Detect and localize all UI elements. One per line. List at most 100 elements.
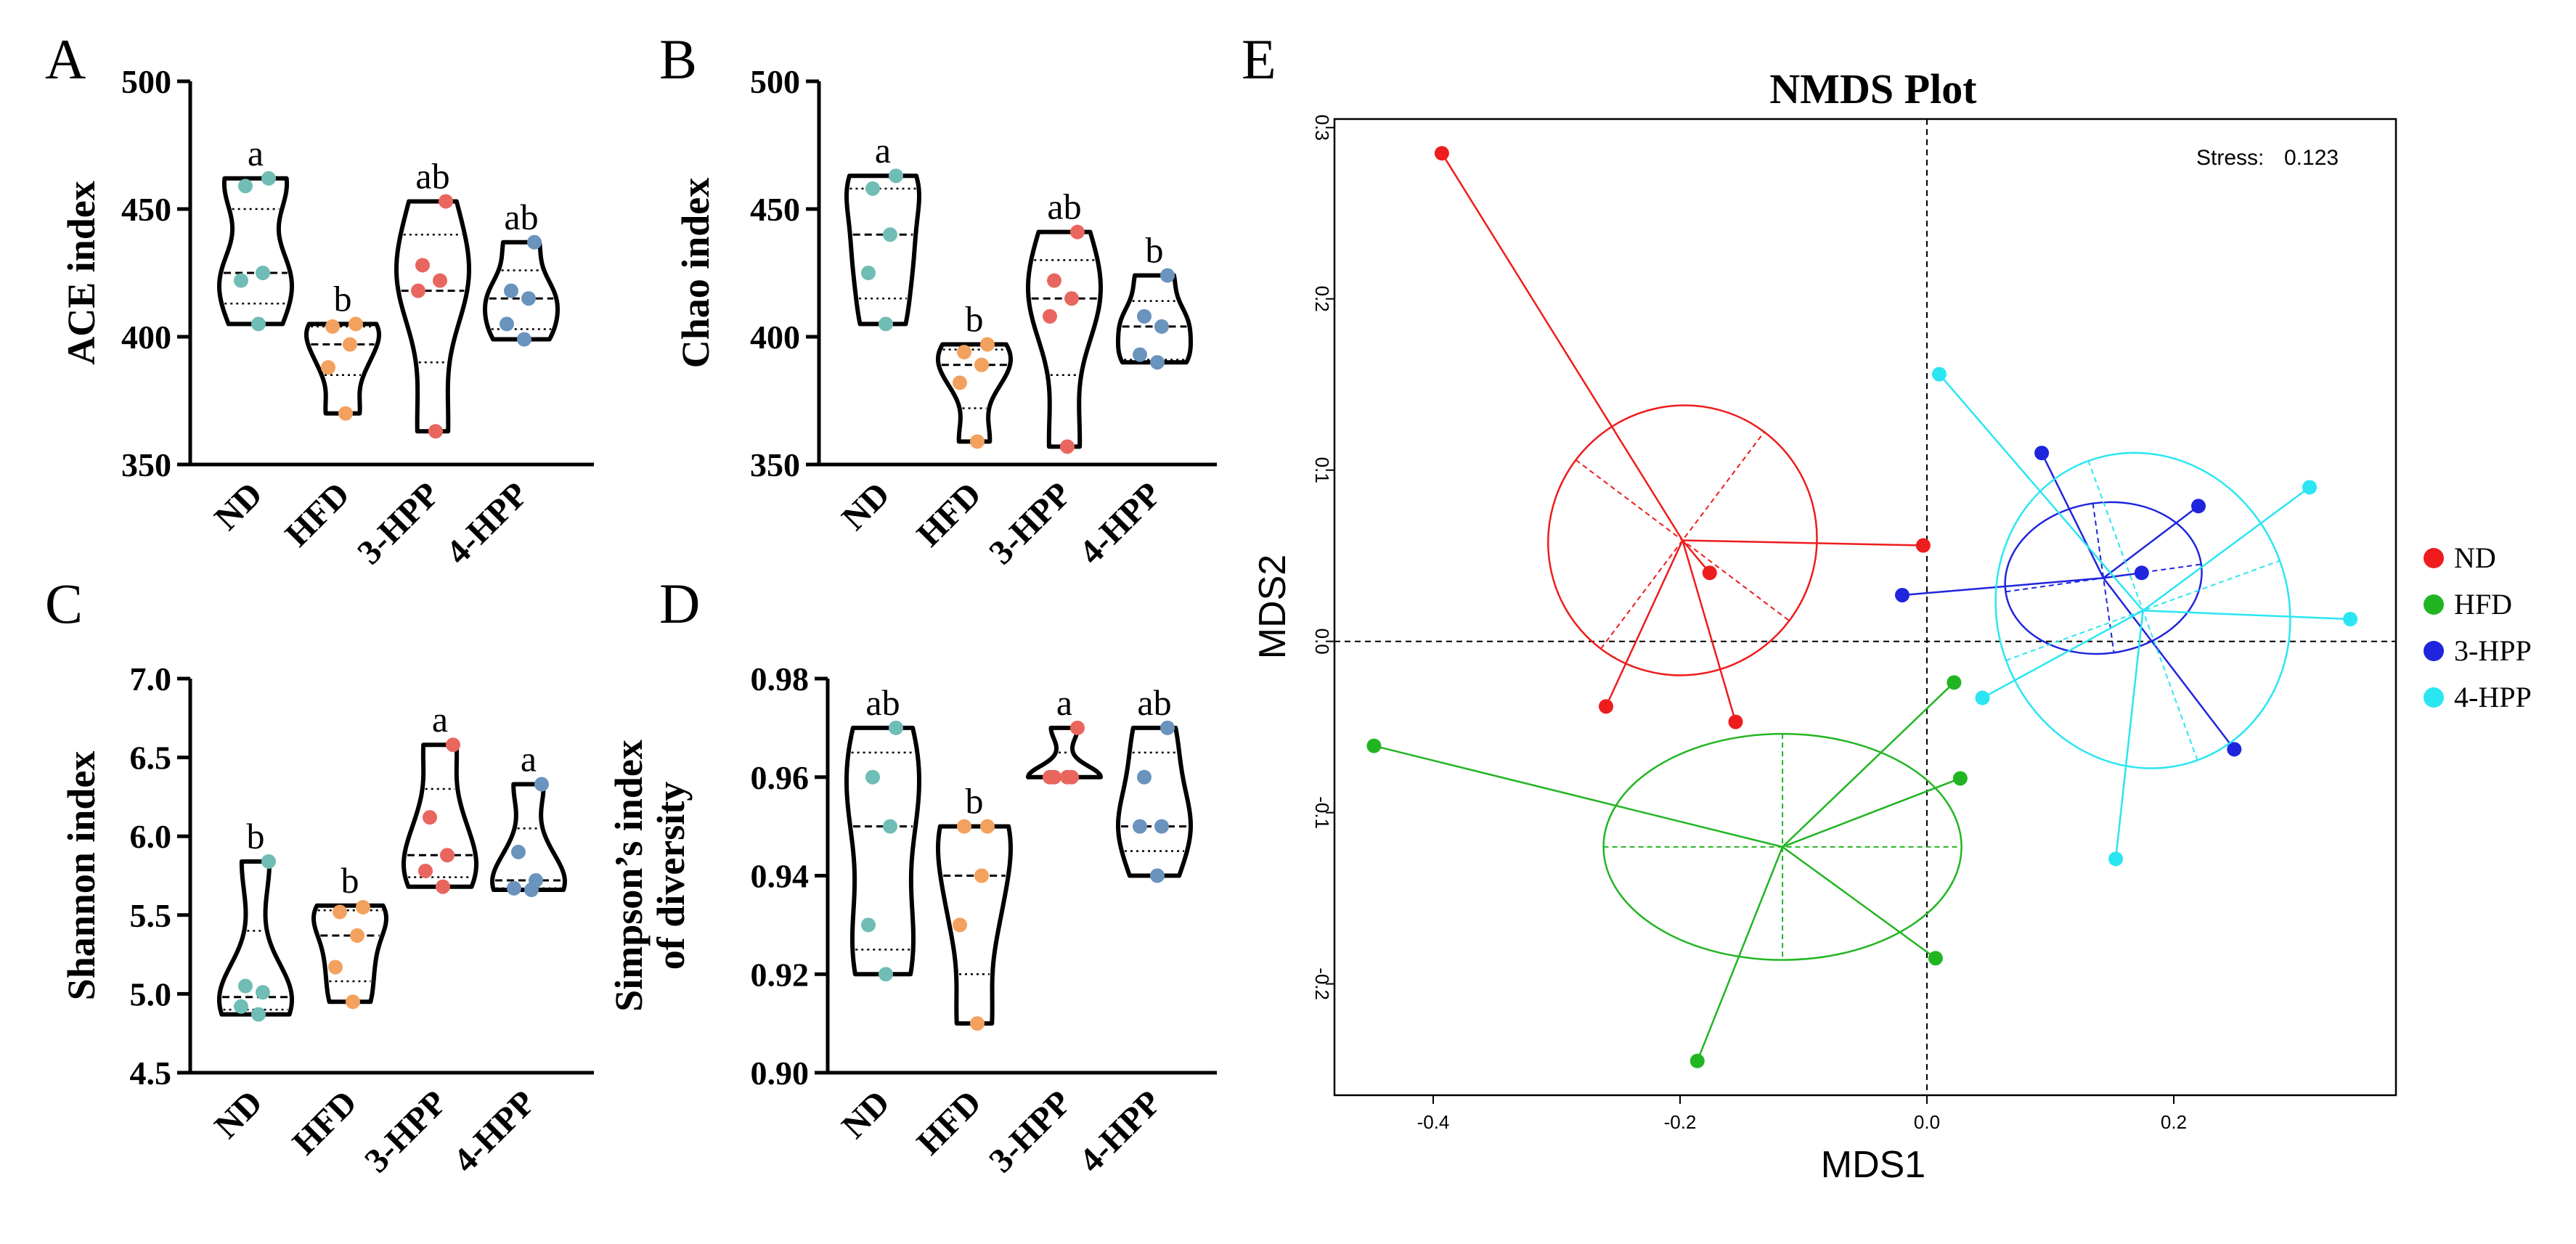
violin-group-3-hpp: a 3-HPP: [357, 699, 478, 1180]
category-label-3-hpp: 3-HPP: [350, 475, 447, 572]
violin-group-4-hpp: b 4-HPP: [1072, 230, 1193, 572]
legend-label: 4-HPP: [2454, 681, 2532, 713]
sample-point: [1702, 565, 1717, 581]
data-point: [970, 1016, 985, 1031]
data-point: [1043, 308, 1057, 324]
legend-marker: [2424, 548, 2444, 568]
category-label-4-hpp: 4-HPP: [1072, 475, 1169, 572]
violin-group-4-hpp: ab 4-HPP: [1072, 682, 1193, 1180]
sample-point: [2227, 742, 2242, 757]
data-point: [1154, 819, 1169, 834]
violin-outline-3-hpp: [1026, 725, 1103, 779]
data-point: [511, 844, 526, 859]
violin-outline-4-hpp: [490, 782, 567, 893]
data-point: [1133, 347, 1147, 362]
nmds-title: NMDS Plot: [1769, 65, 1977, 112]
panel-letter-c: C: [45, 572, 83, 635]
data-point: [527, 234, 542, 250]
data-point: [1060, 769, 1075, 785]
significance-label: ab: [504, 197, 538, 237]
y-tick-label: 0.98: [751, 660, 810, 697]
sample-point: [2034, 446, 2050, 461]
data-point: [500, 316, 514, 332]
significance-label: a: [875, 130, 891, 171]
x-tick-label: -0.4: [1417, 1111, 1450, 1133]
sample-point: [1895, 587, 1909, 602]
spider-line: [2040, 452, 2105, 578]
legend-item-4-hpp: 4-HPP: [2424, 681, 2532, 713]
sample-point: [1915, 538, 1931, 553]
y-tick-label: 7.0: [130, 660, 172, 697]
data-point: [957, 819, 971, 834]
data-point: [328, 959, 343, 975]
data-point: [1150, 355, 1165, 370]
sample-point: [1952, 771, 1968, 786]
data-point: [446, 737, 460, 753]
y-tick-label: 0.96: [751, 759, 810, 796]
nmds-y-axis-label: MDS2: [1252, 555, 1294, 659]
violin-outline-4-hpp: [483, 240, 560, 342]
data-point: [440, 848, 455, 863]
data-point: [439, 194, 453, 209]
data-point: [517, 332, 531, 347]
data-point: [436, 879, 450, 894]
violin-outline-nd: [844, 173, 921, 327]
violin-outline-nd: [844, 725, 921, 977]
data-point: [343, 337, 357, 352]
y-tick-label: -0.2: [1311, 967, 1333, 1000]
data-point: [865, 769, 880, 785]
significance-label: b: [341, 860, 359, 901]
data-point: [1070, 224, 1085, 240]
legend-item-3-hpp: 3-HPP: [2424, 634, 2532, 667]
legend-marker: [2424, 687, 2444, 708]
y-tick-label: 5.5: [130, 897, 172, 934]
violin-outline-hfd: [936, 824, 1013, 1026]
violin-group-nd: ab ND: [834, 682, 921, 1146]
category-label-3-hpp: 3-HPP: [982, 475, 1079, 572]
nmds-plot-area: -0.4 -0.2 0.0 0.2 -0.2 -0.1 0.0 0.1 0.2 0.3: [1311, 115, 2396, 1133]
x-tick-label: 0.0: [1914, 1111, 1940, 1133]
significance-label: a: [432, 699, 448, 740]
panel-letter-e: E: [1242, 28, 1276, 91]
data-point: [534, 777, 549, 792]
data-point: [423, 810, 437, 825]
spider-line: [2103, 505, 2199, 579]
sample-point: [1932, 367, 1947, 382]
data-point: [338, 406, 353, 421]
legend-label: HFD: [2454, 588, 2512, 621]
data-point: [256, 985, 270, 1000]
significance-label: ab: [1137, 682, 1171, 723]
nmds-x-axis-label: MDS1: [1821, 1144, 1925, 1186]
significance-label: a: [521, 739, 537, 779]
violin-group-4-hpp: ab 4-HPP: [439, 197, 560, 572]
violin-outline-4-hpp: [1116, 273, 1193, 365]
data-point: [261, 854, 276, 869]
spider-line: [1902, 577, 2104, 597]
significance-label: ab: [865, 682, 900, 723]
data-point: [251, 316, 266, 332]
nmds-group-hfd: [1366, 675, 1968, 1068]
spider-line: [1440, 152, 1684, 541]
data-point: [356, 899, 370, 914]
category-label-nd: ND: [834, 475, 897, 537]
category-label-nd: ND: [207, 1083, 269, 1145]
category-label-nd: ND: [834, 1083, 897, 1145]
significance-label: ab: [415, 155, 449, 196]
spider-line: [1939, 373, 2144, 612]
data-point: [524, 883, 539, 898]
data-point: [238, 978, 253, 994]
violin-outline-4-hpp: [1116, 725, 1193, 878]
sample-point: [2191, 499, 2206, 514]
significance-label: b: [334, 278, 352, 319]
y-axis-label: Chao index: [674, 178, 717, 369]
y-tick-label: 0.3: [1311, 115, 1333, 141]
sample-point: [1947, 675, 1962, 690]
data-point: [957, 345, 971, 360]
x-tick-label: 0.2: [2161, 1111, 2187, 1133]
y-tick-label: 4.5: [130, 1055, 172, 1092]
y-tick-label: 400: [121, 319, 171, 356]
data-point: [1137, 308, 1152, 324]
